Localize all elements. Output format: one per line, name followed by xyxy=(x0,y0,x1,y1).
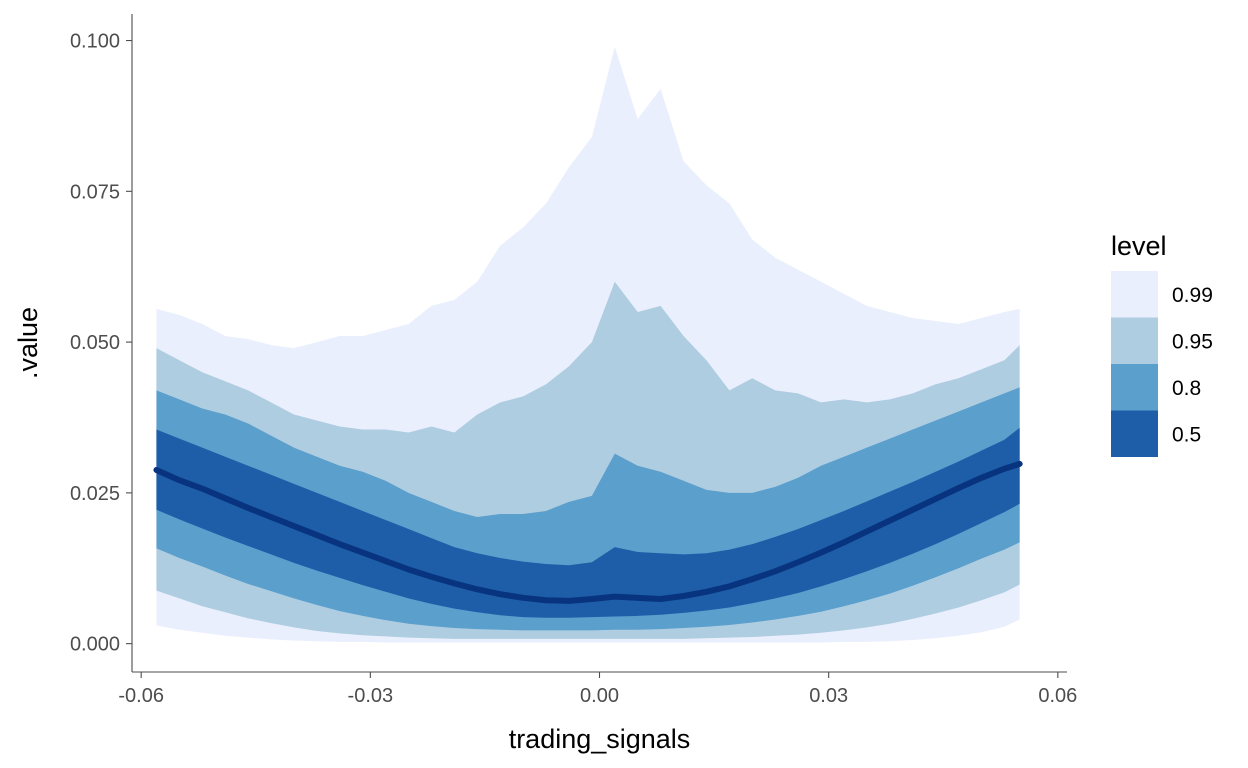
x-tick-label: -0.03 xyxy=(348,685,394,707)
y-ticks: 0.000 0.025 0.050 0.075 0.100 xyxy=(70,31,132,656)
x-tick-label: 0.00 xyxy=(580,685,619,707)
legend-swatch xyxy=(1111,317,1158,364)
ribbon-0-5 xyxy=(156,427,1020,618)
legend-label: 0.95 xyxy=(1172,331,1213,354)
legend-title: level xyxy=(1111,231,1167,261)
legend-swatch xyxy=(1111,410,1158,457)
legend-swatch xyxy=(1111,364,1158,411)
legend-label: 0.99 xyxy=(1172,284,1213,307)
axes: 0.000 0.025 0.050 0.075 0.100 -0.06 -0.03 0.00… xyxy=(70,14,1077,707)
interval-ribbons xyxy=(156,46,1020,643)
legend-swatch xyxy=(1111,271,1158,318)
x-tick-label: 0.03 xyxy=(809,685,848,707)
legend: level 0.99 0.95 0.8 0.5 xyxy=(1111,231,1213,457)
y-axis-title: .value xyxy=(13,307,43,379)
legend-label: 0.8 xyxy=(1172,377,1201,400)
y-tick-label: 0.025 xyxy=(70,483,120,505)
legend-label: 0.5 xyxy=(1172,424,1201,447)
x-tick-label: 0.06 xyxy=(1038,685,1077,707)
y-tick-label: 0.100 xyxy=(70,31,120,53)
x-ticks: -0.06 -0.03 0.00 0.03 0.06 xyxy=(118,672,1077,707)
y-tick-label: 0.075 xyxy=(70,181,120,203)
median-layer xyxy=(153,460,1023,604)
x-axis-title: trading_signals xyxy=(509,724,691,754)
y-tick-label: 0.000 xyxy=(70,634,120,656)
x-tick-label: -0.06 xyxy=(118,685,164,707)
median-line xyxy=(153,460,1023,604)
y-tick-label: 0.050 xyxy=(70,332,120,354)
